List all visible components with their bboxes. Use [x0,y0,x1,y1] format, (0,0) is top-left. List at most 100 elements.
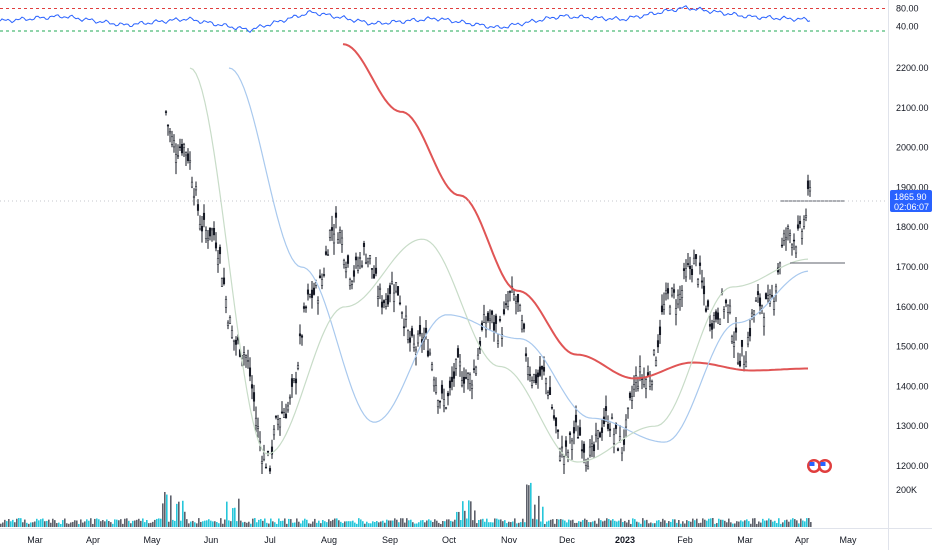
candle-body [534,374,538,384]
candle-body [708,324,712,327]
candle-body [780,244,784,247]
candle-body [374,267,378,274]
volume-bar [376,521,378,527]
volume-bar [316,522,318,527]
volume-bar [204,520,206,527]
candle-body [660,305,664,313]
volume-bar [438,522,440,527]
candle-body [604,406,608,411]
candle-body [230,330,234,338]
candle-body [498,319,502,321]
volume-bar [174,520,176,527]
volume-bar [470,501,472,527]
candle-body [562,456,566,465]
volume-bar [88,520,90,527]
rsi-pane[interactable]: 80.00 40.00 [0,4,919,33]
volume-bar [786,519,788,527]
moving-average-line [189,67,809,463]
candle-body [352,270,356,277]
volume-bar [422,520,424,527]
candle-body [718,318,722,325]
volume-bar [592,521,594,527]
volume-bar [736,521,738,527]
volume-bar [562,519,564,527]
volume-bar [612,519,614,527]
candle-body [548,387,552,395]
volume-bar [538,495,540,527]
candle-body [298,333,302,337]
volume-bar [122,523,124,527]
candle-body [306,289,310,295]
volume-bar [794,519,796,527]
candle-body [656,340,660,348]
volume-bar [246,522,248,527]
volume-bar [726,522,728,527]
volume-bar [56,523,58,527]
candle-body [272,428,276,436]
volume-bar [298,521,300,527]
candle-body [658,326,662,335]
candle-body [690,269,694,275]
candle-body [802,219,806,227]
volume-bar [406,518,408,527]
volume-bar [684,523,686,527]
candle-body [446,392,450,397]
volume-bar [140,520,142,527]
candle-body [432,379,436,387]
candle-body [242,352,246,355]
volume-bar [370,523,372,527]
volume-bar [324,521,326,527]
volume-bar [302,520,304,527]
candle-body [386,295,390,305]
candle-body [324,251,328,255]
candle-body [676,294,680,305]
price-pane[interactable]: 2200.00 2100.00 2000.00 1900.00 1800.00 1700.… [0,43,932,474]
volume-bar [130,523,132,527]
candle-body [288,396,292,399]
candle-body [648,380,652,387]
time-axis[interactable]: Mar Apr May Jun Jul Aug Sep Oct Nov Dec 2023 Feb Mar… [27,535,857,545]
volume-bar [134,520,136,527]
volume-bar [644,520,646,527]
us-flag-icon[interactable] [807,459,832,473]
volume-bar [666,523,668,527]
volume-bar [504,520,506,527]
candle-body [712,315,716,323]
candle-body [390,281,394,284]
volume-pane[interactable]: 200K [0,482,917,527]
volume-bar [250,523,252,527]
volume-bar [182,500,184,527]
volume-bar [482,518,484,527]
volume-bar [688,521,690,527]
candle-body [684,268,688,278]
candle-body [308,294,312,297]
candle-body [702,285,706,295]
candle-body [464,377,468,379]
candle-body [262,452,266,460]
volume-bar [224,519,226,527]
candle-body [302,306,306,309]
volume-bar [368,523,370,527]
volume-bar [112,523,114,527]
volume-bar [720,519,722,527]
candle-body [244,355,248,358]
volume-bar [386,519,388,527]
candle-body [532,373,536,381]
horizontal-lines[interactable] [0,200,888,264]
candle-body [248,367,252,377]
candle-body [768,294,772,304]
volume-bar [348,521,350,527]
volume-bar [300,523,302,527]
volume-bar [702,518,704,527]
volume-bar [160,518,162,527]
rsi-tick-label: 40.00 [896,22,919,32]
candle-body [444,407,448,409]
volume-bar [442,520,444,527]
candle-body [348,279,352,287]
volume-bar [764,520,766,527]
volume-bar [730,522,732,527]
volume-bar [512,521,514,527]
volume-bar [604,520,606,527]
volume-bar [496,518,498,527]
